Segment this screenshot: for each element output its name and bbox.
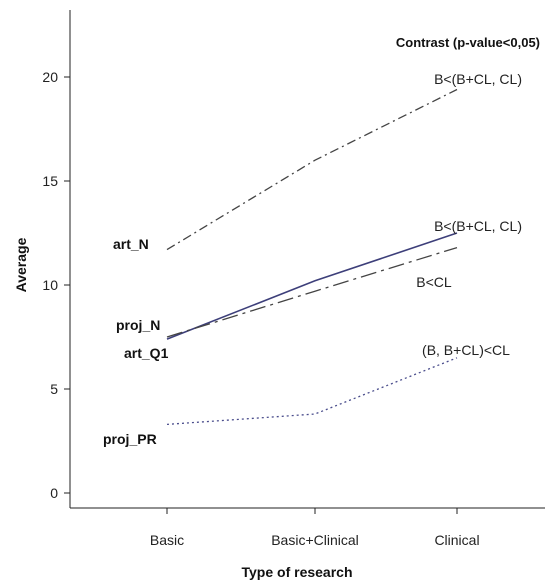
series-line-art-Q1 [166,246,458,338]
series-contrast-label: (B, B+CL)<CL [422,342,510,358]
y-tick-label: 10 [42,277,58,293]
y-tick-label: 20 [42,69,58,85]
plot-frame [69,10,545,509]
x-tick-label: Basic+Clinical [271,532,359,548]
x-axis-title: Type of research [241,564,352,580]
y-axis-ticks: 0 5 10 15 20 [42,69,70,501]
y-axis-title: Average [13,237,29,292]
series-contrast-label: B<(B+CL, CL) [434,218,522,234]
series-name-label: proj_PR [103,431,157,447]
legend-title: Contrast (p-value<0,05) [396,35,540,50]
series-labels: art_N B<(B+CL, CL) proj_N B<(B+CL, CL) art_Q… [103,71,522,447]
series-line-proj-N [166,232,458,340]
series-line-proj-PR [166,357,458,426]
y-tick-label: 5 [50,381,58,397]
series-contrast-label: B<CL [416,274,452,290]
series-contrast-label: B<(B+CL, CL) [434,71,522,87]
x-axis-ticks: Basic Basic+Clinical Clinical [150,508,480,548]
series-name-label: art_N [113,236,149,252]
x-tick-label: Basic [150,532,184,548]
x-tick-label: Clinical [434,532,479,548]
series-lines [166,88,458,426]
series-name-label: proj_N [116,317,160,333]
series-name-label: art_Q1 [124,345,169,361]
series-line-art-N [166,88,458,251]
y-tick-label: 0 [50,485,58,501]
y-tick-label: 15 [42,173,58,189]
